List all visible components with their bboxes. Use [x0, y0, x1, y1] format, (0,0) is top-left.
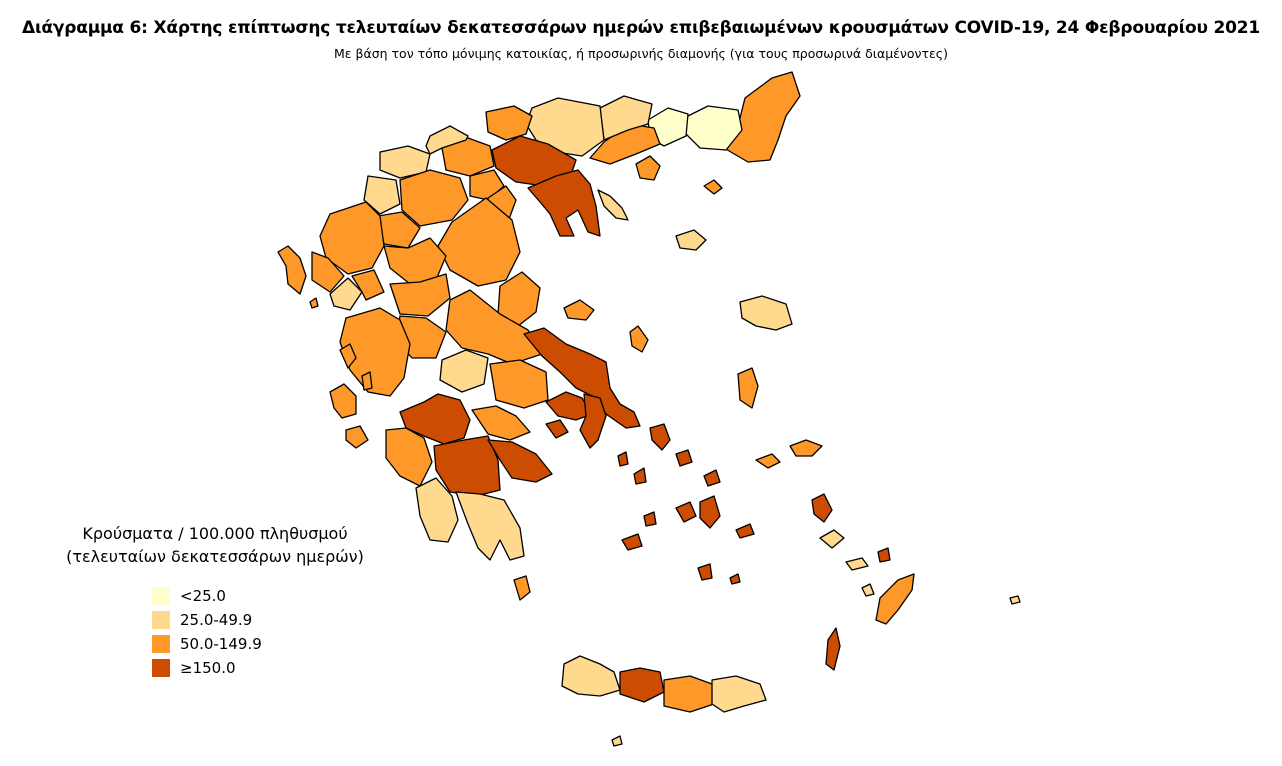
island-tinos — [675, 449, 693, 467]
island-samothraki — [703, 179, 723, 195]
region-pella — [441, 137, 495, 177]
region-ilia — [385, 427, 433, 487]
legend-title: Κρούσματα / 100.000 πληθυσμού (τελευταίω… — [30, 522, 400, 568]
legend-title-line2: (τελευταίων δεκατεσσάρων ημερών) — [66, 547, 364, 566]
region-chalkidiki — [527, 169, 601, 237]
region-karditsa — [389, 273, 451, 317]
region-fthiotida — [445, 289, 543, 365]
region-serres — [525, 97, 605, 157]
island-milos — [621, 533, 643, 551]
chart-title: Διάγραμμα 6: Χάρτης επίπτωσης τελευταίων… — [22, 18, 1260, 38]
legend-item: <25.0 — [152, 584, 400, 608]
island-rhodes — [875, 573, 915, 625]
map-legend: Κρούσματα / 100.000 πληθυσμού (τελευταίω… — [30, 522, 400, 680]
region-lakonia — [455, 491, 525, 561]
region-trikala — [383, 237, 447, 285]
region-chania — [561, 655, 621, 697]
island-karpathos — [825, 627, 841, 671]
island-kea — [617, 451, 629, 467]
region-evia — [523, 327, 641, 429]
legend-swatch — [152, 635, 170, 653]
legend-label: ≥150.0 — [180, 659, 236, 677]
island-paros — [675, 501, 697, 523]
legend-swatch — [152, 659, 170, 677]
island-corfu — [277, 245, 307, 295]
island-zakynthos — [345, 425, 369, 449]
island-skyros — [629, 325, 649, 353]
peninsula-athos — [597, 189, 629, 221]
island-patmos-leros — [811, 493, 833, 523]
island-santorini — [697, 563, 713, 581]
island-kos — [845, 557, 869, 571]
island-naxos — [699, 495, 721, 529]
region-thesprotia — [311, 251, 345, 293]
legend-item: 25.0-49.9 — [152, 608, 400, 632]
region-arta — [351, 269, 385, 301]
region-viotia — [489, 359, 549, 409]
island-paxoi — [309, 297, 319, 309]
legend-label: 50.0-149.9 — [180, 635, 262, 653]
island-gavdos — [611, 735, 623, 747]
island-kalymnos — [819, 529, 845, 549]
region-arkadia — [433, 435, 501, 497]
region-ioannina — [319, 201, 385, 275]
island-lesvos — [739, 295, 793, 331]
island-ios-amorgos — [735, 523, 755, 539]
legend-item: 50.0-149.9 — [152, 632, 400, 656]
island-thasos-east-limnos — [675, 229, 707, 251]
island-lefkada — [339, 343, 357, 369]
island-aegina-salamis — [545, 419, 569, 439]
island-kefalonia — [329, 383, 357, 419]
island-mykonos — [703, 469, 721, 487]
island-skiathos-skopelos — [563, 299, 595, 321]
region-kastoria — [363, 175, 401, 215]
island-syros — [633, 467, 647, 485]
region-heraklion — [663, 675, 715, 713]
region-messinia — [415, 477, 459, 543]
region-kilkis — [485, 105, 533, 141]
legend-item: ≥150.0 — [152, 656, 400, 680]
legend-title-line1: Κρούσματα / 100.000 πληθυσμού — [82, 524, 348, 543]
island-ikaria — [755, 453, 781, 469]
region-argolida — [487, 439, 553, 483]
island-andros — [649, 423, 671, 451]
chart-subtitle: Με βάση τον τόπο μόνιμης κατοικίας, ή πρ… — [333, 46, 949, 61]
island-anafi — [729, 573, 741, 585]
island-kythira — [513, 575, 531, 601]
region-korinthia — [471, 405, 531, 441]
legend-label: <25.0 — [180, 587, 226, 605]
island-nisyros-tilos — [877, 547, 891, 563]
region-kozani — [399, 169, 469, 227]
legend-swatch — [152, 587, 170, 605]
island-sifnos — [643, 511, 657, 527]
region-pella-north — [425, 125, 469, 155]
region-preveza — [329, 277, 363, 311]
island-symi — [861, 583, 875, 597]
region-attica-east — [579, 393, 607, 449]
island-samos — [789, 439, 823, 457]
island-chios — [737, 367, 759, 409]
legend-items: <25.0 25.0-49.9 50.0-149.9 ≥150.0 — [152, 584, 400, 680]
legend-label: 25.0-49.9 — [180, 611, 253, 629]
island-ithaca — [361, 371, 373, 391]
region-achaia — [399, 393, 471, 445]
region-lasithi — [711, 675, 767, 713]
region-rethymno — [619, 667, 665, 703]
region-rodopi — [683, 105, 743, 151]
island-kastellorizo — [1009, 595, 1021, 605]
region-fokida — [439, 349, 489, 393]
island-thasos — [635, 155, 661, 181]
legend-swatch — [152, 611, 170, 629]
